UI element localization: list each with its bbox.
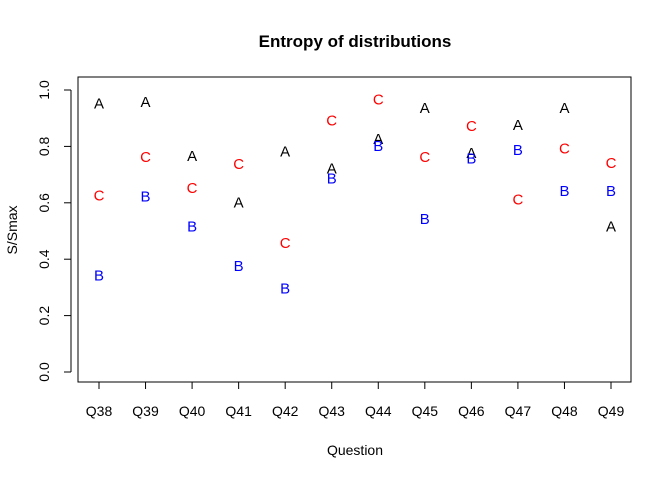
data-point-c: C — [419, 149, 430, 166]
data-point-b: B — [327, 170, 337, 187]
x-tick-label: Q38 — [86, 403, 113, 419]
data-point-a: A — [141, 94, 151, 111]
data-point-b: B — [234, 258, 244, 275]
data-point-b: B — [187, 218, 197, 235]
data-point-a: A — [373, 131, 383, 148]
data-point-a: A — [513, 117, 523, 134]
x-tick-label: Q47 — [505, 403, 532, 419]
data-point-c: C — [559, 141, 570, 158]
x-tick-label: Q43 — [318, 403, 345, 419]
data-point-c: C — [606, 155, 617, 172]
data-point-b: B — [466, 151, 476, 168]
y-tick-label: 0.2 — [36, 306, 52, 326]
y-tick-label: 0.8 — [36, 136, 52, 156]
data-point-c: C — [187, 180, 198, 197]
y-tick-label: 1.0 — [36, 80, 52, 100]
x-tick-label: Q41 — [225, 403, 252, 419]
data-point-b: B — [94, 268, 104, 285]
x-tick-label: Q42 — [272, 403, 299, 419]
data-point-c: C — [373, 91, 384, 108]
data-point-c: C — [94, 187, 105, 204]
data-point-a: A — [280, 144, 290, 161]
data-point-c: C — [233, 156, 244, 173]
data-point-a: A — [466, 145, 476, 162]
x-tick-label: Q46 — [458, 403, 485, 419]
plot-frame — [77, 76, 632, 383]
data-point-b: B — [420, 211, 430, 228]
data-point-b: B — [373, 138, 383, 155]
data-point-a: A — [420, 100, 430, 117]
data-point-b: B — [606, 183, 616, 200]
x-axis-label: Question — [327, 442, 383, 458]
data-point-c: C — [326, 113, 337, 130]
data-point-a: A — [606, 218, 616, 235]
y-tick-label: 0.0 — [36, 362, 52, 382]
data-point-a: A — [327, 160, 337, 177]
data-point-c: C — [466, 118, 477, 135]
data-point-a: A — [187, 148, 197, 165]
x-tick-label: Q45 — [412, 403, 439, 419]
y-tick-label: 0.4 — [36, 249, 52, 269]
data-point-b: B — [141, 189, 151, 206]
y-tick-label: 0.6 — [36, 193, 52, 213]
x-tick-label: Q44 — [365, 403, 392, 419]
data-point-a: A — [94, 96, 104, 113]
x-tick-label: Q49 — [598, 403, 625, 419]
data-point-c: C — [140, 149, 151, 166]
data-point-a: A — [234, 194, 244, 211]
y-axis-label: S/Smax — [4, 205, 20, 254]
data-point-b: B — [280, 280, 290, 297]
x-axis-ticks: Q38 Q39 Q40 Q41 Q42 Q43 Q44 Q45 Q46 Q47 Q48 Q49 — [86, 382, 625, 419]
x-tick-label: Q40 — [179, 403, 206, 419]
x-tick-label: Q48 — [551, 403, 578, 419]
data-point-a: A — [559, 100, 569, 117]
data-point-c: C — [512, 191, 523, 208]
data-point-b: B — [513, 142, 523, 159]
chart-title: Entropy of distributions — [259, 32, 452, 51]
data-point-b: B — [559, 183, 569, 200]
y-axis-ticks: 0.0 0.2 0.4 0.6 0.8 1.0 — [36, 80, 71, 382]
x-tick-label: Q39 — [132, 403, 159, 419]
data-point-c: C — [280, 235, 291, 252]
